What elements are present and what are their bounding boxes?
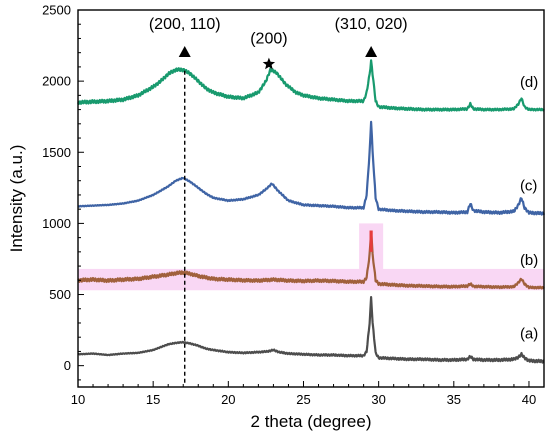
peak-annotation-label: (200) bbox=[250, 30, 287, 47]
x-tick-label: 35 bbox=[447, 392, 461, 407]
annotation-layer: (200, 110) (200) (310, 020) bbox=[149, 16, 408, 383]
triangle-marker-icon bbox=[178, 45, 191, 57]
y-tick-label: 1500 bbox=[42, 145, 71, 160]
x-tick-label: 40 bbox=[522, 392, 536, 407]
y-tick-label: 500 bbox=[49, 287, 71, 302]
series-label-b: (b) bbox=[520, 252, 538, 269]
series-label-d: (d) bbox=[520, 74, 538, 91]
peak-annotation-label: (310, 020) bbox=[335, 16, 408, 33]
series-line-d bbox=[77, 59, 545, 112]
peak-annotation-label: (200, 110) bbox=[149, 16, 221, 33]
y-tick-label: 0 bbox=[64, 358, 71, 373]
triangle-marker-icon bbox=[365, 45, 378, 57]
series-label-a: (a) bbox=[520, 326, 538, 343]
x-axis-title: 2 theta (degree) bbox=[251, 412, 372, 431]
x-tick-label: 15 bbox=[146, 392, 160, 407]
y-tick-label: 1000 bbox=[42, 216, 71, 231]
series-line-b bbox=[77, 230, 545, 290]
series-layer: (a) (b) (c) (d) bbox=[77, 59, 546, 364]
x-tick-label: 30 bbox=[371, 392, 385, 407]
y-tick-label: 2000 bbox=[42, 74, 71, 89]
y-tick-label: 2500 bbox=[42, 3, 71, 18]
x-tick-label: 25 bbox=[296, 392, 310, 407]
series-line-c bbox=[77, 120, 546, 216]
plot-frame bbox=[77, 9, 545, 388]
y-axis-title: Intensity (a.u.) bbox=[7, 145, 26, 253]
x-tick-label: 10 bbox=[71, 392, 85, 407]
star-marker-icon bbox=[262, 57, 276, 70]
series-line-a bbox=[77, 296, 545, 364]
series-label-c: (c) bbox=[520, 178, 538, 195]
axis-layer: 10 15 20 25 30 35 40 0 500 1000 1500 2000 2500 bbox=[42, 3, 545, 407]
x-tick-label: 20 bbox=[221, 392, 235, 407]
